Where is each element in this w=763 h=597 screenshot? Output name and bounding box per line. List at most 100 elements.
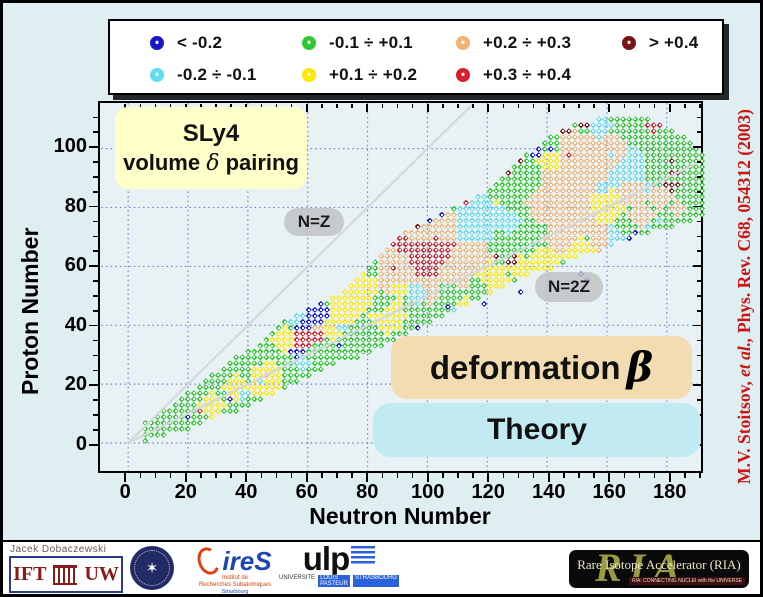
nucleus-marker bbox=[571, 217, 578, 224]
nucleus-marker bbox=[196, 419, 203, 426]
nucleus-marker bbox=[656, 175, 663, 182]
nucleus-marker bbox=[202, 408, 209, 414]
nucleus-marker bbox=[463, 271, 469, 278]
nucleus-marker bbox=[378, 259, 385, 266]
nucleus-marker bbox=[245, 402, 252, 409]
axis-tick bbox=[547, 103, 550, 112]
nucleus-marker bbox=[481, 211, 488, 218]
nucleus-marker bbox=[305, 348, 312, 355]
nucleus-marker bbox=[626, 146, 633, 153]
axis-tick bbox=[89, 205, 98, 208]
nucleus-marker bbox=[475, 205, 482, 212]
nucleus-marker bbox=[638, 205, 645, 212]
nucleus-marker bbox=[299, 312, 306, 319]
nucleus-marker bbox=[584, 241, 590, 248]
nucleus-marker bbox=[499, 187, 506, 194]
nucleus-marker bbox=[481, 289, 488, 295]
nucleus-marker bbox=[475, 277, 482, 284]
nucleus-marker bbox=[481, 271, 488, 278]
nucleus-marker bbox=[463, 205, 469, 212]
axis-tick bbox=[89, 384, 98, 386]
nucleus-marker bbox=[644, 199, 651, 206]
axis-tick bbox=[472, 473, 474, 478]
nucleus-marker bbox=[620, 205, 627, 212]
nucleus-marker bbox=[590, 146, 597, 153]
nucleus-marker bbox=[378, 271, 385, 278]
nucleus-marker bbox=[602, 164, 609, 170]
nucleus-marker bbox=[233, 384, 240, 391]
nucleus-marker bbox=[227, 366, 234, 373]
legend-item-label: +0.2 ÷ +0.3 bbox=[483, 33, 572, 52]
nucleus-marker bbox=[620, 122, 627, 129]
nucleus-marker bbox=[662, 128, 669, 135]
nucleus-marker bbox=[571, 229, 578, 236]
nucleus-marker bbox=[366, 318, 373, 325]
nucleus-marker bbox=[378, 294, 385, 301]
nucleus-marker bbox=[584, 223, 590, 230]
nucleus-marker bbox=[408, 235, 415, 242]
nucleus-marker bbox=[178, 419, 185, 426]
nucleus-marker bbox=[505, 223, 512, 230]
nucleus-marker bbox=[578, 187, 584, 194]
nucleus-marker bbox=[529, 259, 536, 266]
nucleus-marker bbox=[626, 199, 633, 206]
nucleus-marker bbox=[438, 265, 445, 272]
nucleus-marker bbox=[251, 360, 258, 367]
nucleus-marker bbox=[299, 342, 306, 349]
nucleus-marker bbox=[420, 223, 427, 230]
nucleus-marker bbox=[584, 158, 590, 164]
nucleus-marker bbox=[215, 384, 221, 391]
nucleus-marker bbox=[626, 134, 633, 141]
nucleus-marker bbox=[571, 199, 578, 206]
nucleus-marker bbox=[402, 277, 409, 284]
nucleus-marker bbox=[578, 146, 584, 153]
nucleus-marker bbox=[311, 324, 318, 331]
nucleus-marker bbox=[420, 265, 427, 272]
nucleus-marker bbox=[668, 199, 675, 206]
legend-item: -0.1 ÷ +0.1 bbox=[302, 33, 413, 53]
nucleus-marker bbox=[578, 193, 584, 200]
nucleus-marker bbox=[269, 342, 276, 349]
nucleus-marker bbox=[499, 223, 506, 230]
nucleus-marker bbox=[638, 169, 645, 176]
nucleus-marker bbox=[541, 187, 548, 194]
nucleus-marker bbox=[614, 187, 621, 194]
nucleus-marker bbox=[390, 253, 397, 260]
nucleus-marker bbox=[444, 223, 451, 230]
nucleus-marker bbox=[626, 122, 633, 129]
nucleus-marker bbox=[257, 366, 264, 373]
nucleus-marker bbox=[626, 164, 633, 170]
nucleus-marker bbox=[293, 366, 300, 373]
nucleus-marker bbox=[499, 199, 506, 206]
nucleus-marker bbox=[275, 336, 282, 343]
nucleus-marker bbox=[596, 140, 603, 147]
nucleus-marker bbox=[432, 223, 439, 230]
nucleus-marker bbox=[644, 158, 651, 164]
nucleus-marker bbox=[221, 372, 227, 379]
nucleus-marker bbox=[644, 122, 651, 129]
nucleus-marker bbox=[571, 247, 578, 254]
nucleus-marker bbox=[541, 241, 548, 248]
nucleus-marker bbox=[553, 164, 560, 170]
nucleus-marker bbox=[668, 223, 675, 230]
nucleus-marker bbox=[668, 181, 675, 188]
nucleus-marker bbox=[487, 229, 494, 236]
nucleus-marker bbox=[420, 235, 427, 242]
nucleus-marker bbox=[626, 229, 633, 236]
nucleus-marker bbox=[674, 164, 681, 170]
nucleus-marker bbox=[438, 247, 445, 254]
nucleus-marker bbox=[553, 217, 560, 224]
nucleus-marker bbox=[590, 128, 597, 135]
nucleus-marker bbox=[221, 408, 227, 414]
nucleus-marker bbox=[378, 312, 385, 319]
nucleus-marker bbox=[608, 152, 615, 159]
nucleus-marker bbox=[402, 300, 409, 307]
nucleus-marker bbox=[535, 229, 542, 236]
nucleus-marker bbox=[565, 175, 572, 182]
nucleus-marker bbox=[323, 360, 330, 367]
nucleus-marker bbox=[202, 390, 209, 397]
nucleus-marker bbox=[656, 223, 663, 230]
nucleus-marker bbox=[305, 324, 312, 331]
nucleus-marker bbox=[662, 193, 669, 200]
nucleus-marker bbox=[390, 324, 397, 331]
